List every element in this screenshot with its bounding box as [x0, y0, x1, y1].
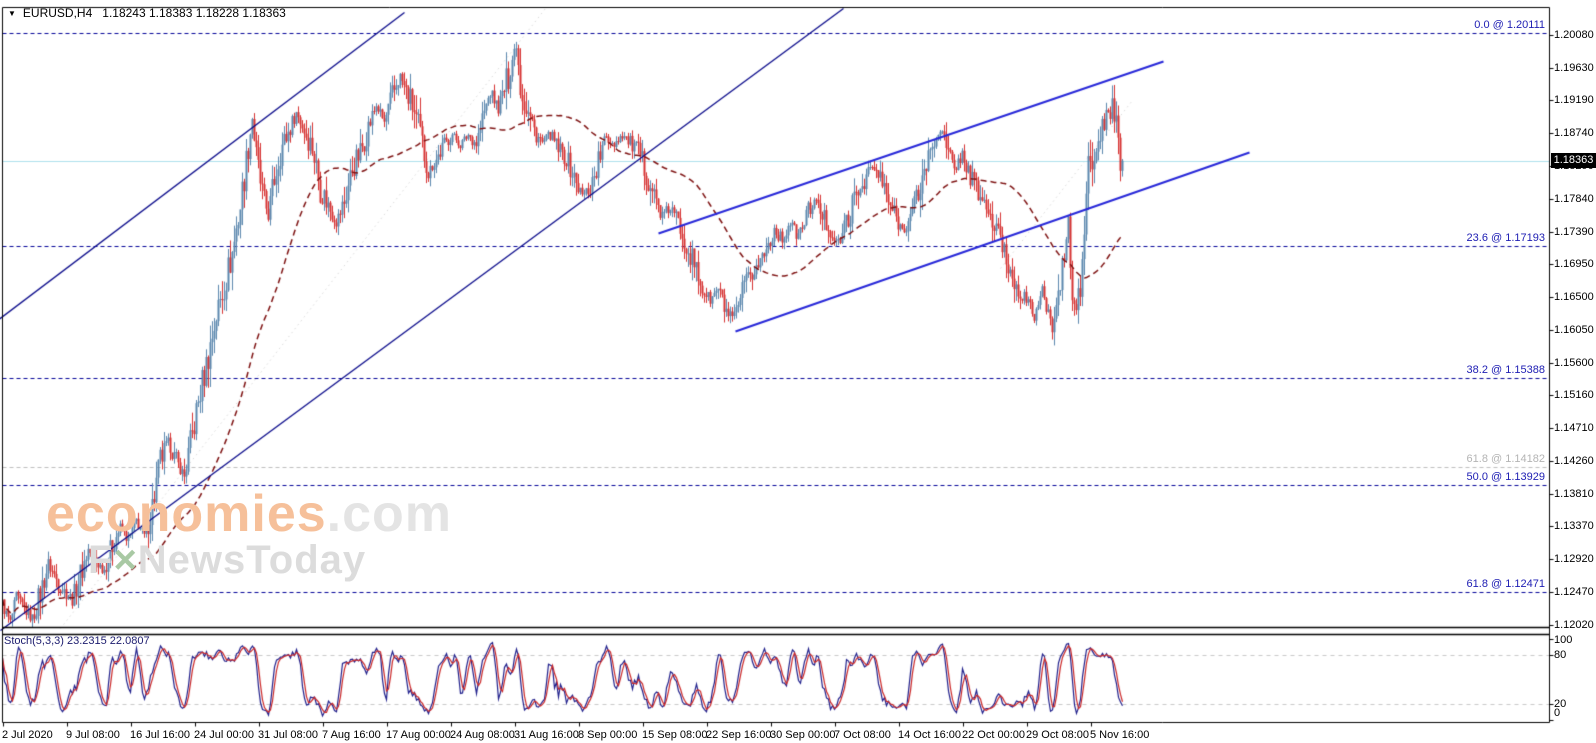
chart-title: ▼ EURUSD,H4 1.18243 1.18383 1.18228 1.1836…: [8, 6, 286, 20]
price-tick-label: 1.19630: [1554, 61, 1594, 74]
indicator-scale-label: 20: [1554, 697, 1567, 710]
price-tick-label: 1.19190: [1554, 94, 1594, 107]
fib-level-label: 38.2 @ 1.15388: [1466, 364, 1545, 377]
price-tick-label: 1.13810: [1554, 487, 1594, 500]
current-price-badge: 1.18363: [1551, 152, 1596, 168]
fib-level-label: 61.8 @ 1.12471: [1466, 577, 1545, 590]
time-tick-label: 16 Jul 16:00: [130, 729, 190, 741]
indicator-scale-label: 80: [1554, 649, 1567, 662]
ohlc-values: 1.18243 1.18383 1.18228 1.18363: [102, 6, 286, 20]
time-tick-label: 31 Aug 16:00: [514, 729, 579, 741]
price-tick-label: 1.20080: [1554, 29, 1594, 41]
indicator-scale-label: 0: [1554, 707, 1561, 719]
price-tick-label: 1.15160: [1554, 389, 1594, 402]
time-tick-label: 14 Oct 16:00: [898, 729, 961, 741]
price-tick-label: 1.18740: [1554, 127, 1594, 140]
fib-level-label: 0.0 @ 1.20111: [1474, 18, 1545, 31]
time-tick-label: 24 Aug 08:00: [450, 729, 515, 741]
fib-level-label: 50.0 @ 1.13929: [1466, 471, 1545, 484]
price-tick-label: 1.13370: [1554, 520, 1594, 533]
time-tick-label: 24 Jul 00:00: [194, 729, 254, 741]
time-tick-label: 9 Jul 08:00: [66, 729, 120, 741]
time-tick-label: 15 Sep 08:00: [642, 729, 708, 741]
time-tick-label: 22 Sep 16:00: [706, 729, 772, 741]
price-tick-label: 1.16050: [1554, 324, 1594, 336]
price-tick-label: 1.14710: [1554, 422, 1594, 435]
price-tick-label: 1.12920: [1554, 553, 1594, 566]
price-tick-label: 1.15600: [1554, 356, 1594, 369]
fib-level-label: 23.6 @ 1.17193: [1466, 232, 1545, 245]
price-tick-label: 1.12020: [1554, 619, 1594, 631]
price-tick-label: 1.16500: [1554, 291, 1594, 304]
time-tick-label: 8 Sep 00:00: [578, 729, 638, 741]
time-tick-label: 17 Aug 00:00: [386, 729, 451, 741]
time-tick-label: 7 Oct 08:00: [834, 729, 891, 741]
fib-level-label: 61.8 @ 1.14182: [1466, 452, 1545, 465]
time-tick-label: 29 Oct 08:00: [1026, 729, 1089, 741]
time-tick-label: 7 Aug 16:00: [322, 729, 381, 741]
time-tick-label: 30 Sep 00:00: [770, 729, 836, 741]
indicator-scale-label: 100: [1554, 634, 1573, 646]
collapse-triangle-icon[interactable]: ▼: [8, 9, 16, 18]
price-tick-label: 1.14260: [1554, 455, 1594, 468]
price-tick-label: 1.17840: [1554, 192, 1594, 205]
price-tick-label: 1.17390: [1554, 225, 1594, 238]
price-tick-label: 1.16950: [1554, 258, 1594, 271]
time-tick-label: 22 Oct 00:00: [962, 729, 1025, 741]
indicator-label: Stoch(5,3,3) 23.2315 22.0807: [4, 635, 150, 647]
time-tick-label: 31 Jul 08:00: [258, 729, 318, 741]
price-tick-label: 1.12470: [1554, 586, 1594, 599]
time-tick-label: 5 Nov 16:00: [1090, 729, 1150, 741]
symbol-period-label: EURUSD,H4: [22, 6, 93, 20]
time-tick-label: 2 Jul 2020: [2, 729, 53, 741]
